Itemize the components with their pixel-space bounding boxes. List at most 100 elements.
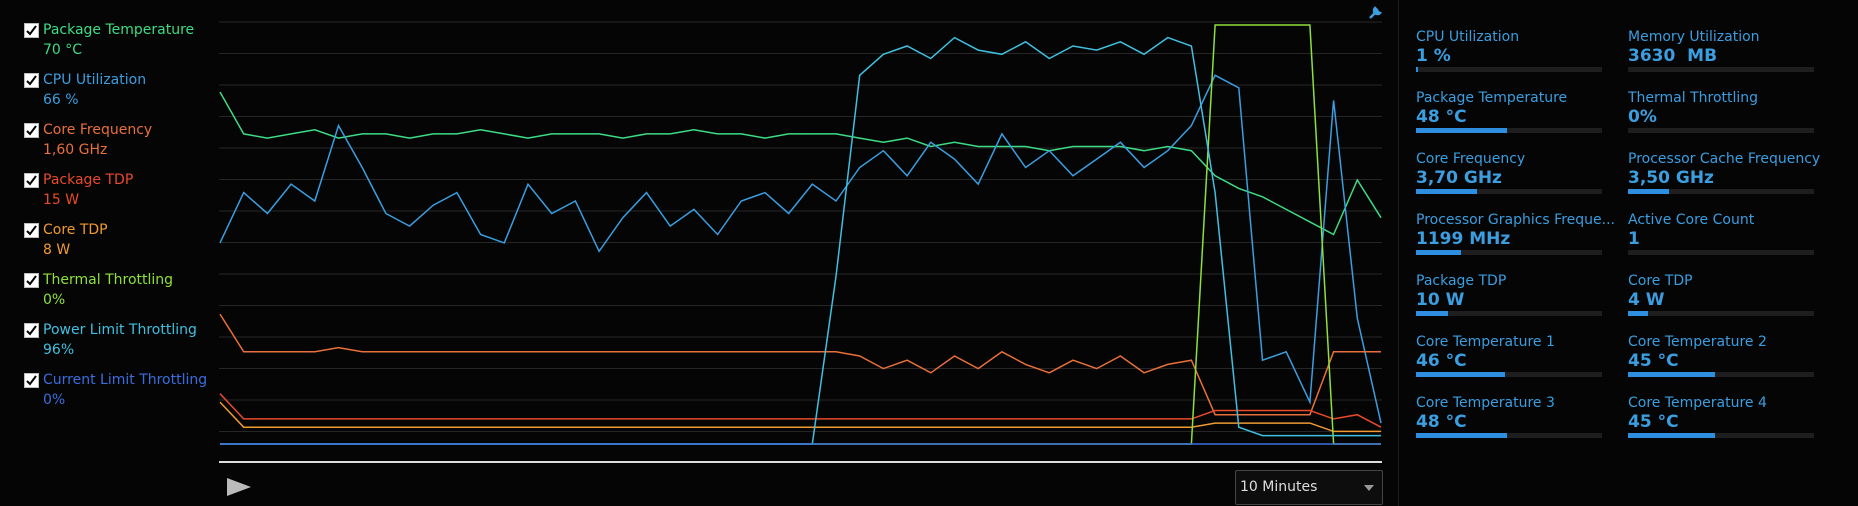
metric-value: 48 °C (1416, 107, 1467, 127)
metric-label: Core Temperature 4 (1628, 395, 1767, 411)
legend-name: Power Limit Throttling (43, 322, 197, 338)
metric-bar (1416, 433, 1508, 438)
checkbox[interactable] (24, 73, 39, 88)
legend-name: Current Limit Throttling (43, 372, 208, 388)
metric-label: Package Temperature (1416, 90, 1568, 106)
metric-label: Core TDP (1628, 273, 1693, 289)
metric: Core Frequency 3,70 GHz (1416, 151, 1606, 194)
metric: Thermal Throttling 0% (1628, 90, 1818, 133)
metric-label: Core Frequency (1416, 151, 1526, 167)
checkbox[interactable] (24, 273, 39, 288)
metric-bar-track (1416, 189, 1602, 194)
metric-label: Package TDP (1416, 273, 1507, 289)
metric-bar (1416, 189, 1478, 194)
legend-value: 66 % (43, 92, 79, 108)
check (26, 175, 37, 186)
checkmark (26, 125, 37, 136)
checkmark (26, 325, 37, 336)
metric-value: 48 °C (1416, 412, 1467, 432)
metric-bar (1416, 311, 1448, 316)
checkmark (26, 375, 37, 386)
legend-value: 0% (43, 392, 66, 408)
legend-value: 0% (43, 292, 66, 308)
metric-value: 45 °C (1628, 412, 1679, 432)
check (26, 225, 37, 236)
metric: Core Temperature 1 46 °C (1416, 334, 1606, 377)
checkmark (26, 75, 37, 86)
metric-bar-track (1416, 250, 1602, 255)
checkbox[interactable] (24, 323, 39, 338)
dropdown-arrow (1364, 485, 1374, 491)
checkbox[interactable] (24, 173, 39, 188)
graph (219, 21, 1382, 463)
metric-bar (1628, 311, 1649, 316)
metric-bar-track (1628, 67, 1814, 72)
metric-value: 45 °C (1628, 351, 1679, 371)
metric-bar-track (1416, 67, 1602, 72)
metric-bar (1628, 189, 1669, 194)
metric-value: 0% (1628, 107, 1657, 127)
legend-value: 15 W (43, 192, 80, 208)
legend-value: 70 °C (43, 42, 83, 58)
check (26, 275, 37, 286)
metric-bar-track (1416, 311, 1602, 316)
checkbox[interactable] (24, 223, 39, 238)
metric-bar-track (1416, 372, 1602, 377)
checkmark (26, 175, 37, 186)
check (26, 75, 37, 86)
checkbox[interactable] (24, 23, 39, 38)
metric-bar-track (1628, 311, 1814, 316)
metric-bar-track (1628, 128, 1814, 133)
metric: Package TDP 10 W (1416, 273, 1606, 316)
check (26, 375, 37, 386)
metric: Processor Graphics Freque... 1199 MHz (1416, 212, 1615, 255)
metric-value: 3,70 GHz (1416, 168, 1502, 188)
metric-value: 46 °C (1416, 351, 1467, 371)
time-range-dropdown[interactable]: 10 Minutes (1235, 470, 1383, 505)
metric-bar-track (1628, 372, 1814, 377)
metric-bar-track (1628, 250, 1814, 255)
legend-name: Core Frequency (43, 122, 153, 138)
metric-bar (1416, 250, 1461, 255)
legend-value: 1,60 GHz (43, 142, 108, 158)
metric-bar (1628, 372, 1716, 377)
checkmark (26, 275, 37, 286)
legend-value: 8 W (43, 242, 71, 258)
legend-name: CPU Utilization (43, 72, 147, 88)
time-range-text: 10 Minutes (1240, 479, 1318, 495)
metric-value: 3630 MB (1628, 46, 1718, 66)
legend-name: Core TDP (43, 222, 108, 238)
series-line (219, 393, 1382, 428)
metric-label: Core Temperature 3 (1416, 395, 1555, 411)
metric-value: 10 W (1416, 290, 1465, 310)
separator (1398, 0, 1399, 506)
checkbox[interactable] (24, 123, 39, 138)
metric-bar (1416, 372, 1506, 377)
metric-bar-track (1416, 433, 1602, 438)
metric-label: Thermal Throttling (1628, 90, 1759, 106)
metric: Package Temperature 48 °C (1416, 90, 1606, 133)
metric-value: 3,50 GHz (1628, 168, 1714, 188)
metric-bar (1628, 433, 1716, 438)
check (26, 325, 37, 336)
metric-label: CPU Utilization (1416, 29, 1520, 45)
metric: Core Temperature 2 45 °C (1628, 334, 1818, 377)
metric-label: Active Core Count (1628, 212, 1755, 228)
metric-bar-track (1628, 433, 1814, 438)
checkbox[interactable] (24, 373, 39, 388)
metric-value: 1 (1628, 229, 1640, 249)
metric: Active Core Count 1 (1628, 212, 1818, 255)
play-button[interactable] (226, 477, 252, 497)
series-line (219, 74, 1382, 424)
checkmark (26, 225, 37, 236)
metric: Processor Cache Frequency 3,50 GHz (1628, 151, 1820, 194)
series-line (219, 91, 1382, 236)
series-line (219, 401, 1381, 433)
settings-icon[interactable] (1367, 5, 1383, 21)
metric-bar-track (1416, 128, 1602, 133)
legend-name: Package Temperature (43, 22, 195, 38)
metric-bar (1416, 67, 1418, 72)
metric: Memory Utilization 3630 MB (1628, 29, 1818, 72)
metric-value: 4 W (1628, 290, 1665, 310)
metric-label: Processor Graphics Freque... (1416, 212, 1615, 228)
